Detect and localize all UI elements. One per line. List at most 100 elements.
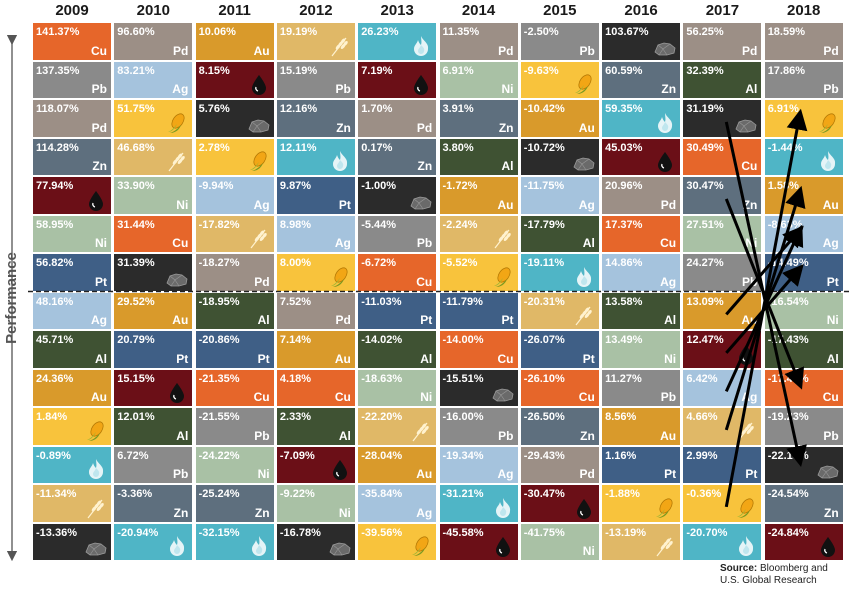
cell-symbol: Zn: [417, 159, 433, 173]
coal-icon: [85, 542, 107, 556]
commodity-cell: 45.03%: [602, 138, 681, 175]
cell-value: -18.63%: [361, 372, 403, 385]
cell-symbol: Pd: [254, 274, 270, 289]
cell-value: 12.01%: [117, 411, 155, 423]
commodity-cell: 7.14% Au: [276, 331, 355, 368]
cell-value: -16.00%: [442, 411, 484, 423]
cell-value: 15.15%: [117, 372, 155, 385]
cell-symbol: Au: [822, 197, 839, 212]
commodity-cell: 2.33% Al: [276, 408, 355, 445]
cell-value: -24.54%: [767, 488, 809, 500]
commodity-cell: -21.55% Pb: [195, 408, 274, 445]
cell-symbol: Ni: [826, 313, 839, 327]
commodity-cell: -11.79% Pt: [439, 292, 518, 329]
cell-value: 45.71%: [36, 334, 74, 346]
commodity-cell: 15.15%: [114, 369, 193, 406]
cell-value: 77.94%: [36, 180, 74, 192]
cell-symbol: Cu: [91, 43, 107, 58]
cell-symbol: Ag: [497, 467, 514, 481]
cell-value: 1.16%: [605, 449, 637, 462]
cell-value: 12.47%: [686, 334, 724, 346]
cell-symbol: Al: [420, 351, 433, 366]
commodity-cell: -45.58%: [439, 523, 518, 560]
commodity-cell: 11.35% Pd: [439, 23, 518, 60]
cell-symbol: Al: [257, 313, 270, 327]
cell-value: -13.19%: [605, 526, 647, 539]
commodity-cell: -17.43% Al: [764, 331, 843, 368]
cell-symbol: Ni: [176, 197, 189, 212]
commodity-cell: -16.78%: [276, 523, 355, 560]
cell-value: -11.75%: [523, 180, 565, 192]
cell-value: -22.20%: [361, 411, 403, 423]
cell-value: 48.16%: [36, 295, 74, 308]
commodity-cell: 56.25% Pd: [683, 23, 762, 60]
cell-value: -22.16%: [767, 449, 809, 462]
commodity-cell: 114.28% Zn: [33, 138, 111, 175]
commodity-cell: -2.50% Pb: [520, 23, 599, 60]
cell-symbol: Pb: [172, 467, 189, 481]
cell-value: -11.34%: [36, 488, 77, 500]
cell-symbol: Au: [497, 197, 514, 212]
cell-value: -1.44%: [767, 141, 803, 154]
oil-drop-icon: [170, 383, 185, 403]
flame-icon: [251, 536, 266, 556]
y-axis-label: Performance: [3, 252, 20, 344]
commodity-cell: 32.39% Al: [683, 61, 762, 98]
commodity-cell: -39.56%: [358, 523, 437, 560]
oil-drop-icon: [332, 460, 347, 480]
cell-value: 2.78%: [198, 141, 230, 154]
cell-symbol: Ni: [338, 505, 351, 520]
wheat-icon: [331, 37, 348, 56]
cell-value: 3.80%: [442, 141, 474, 154]
commodity-cell: -19.23% Pb: [764, 408, 843, 445]
year-header: 2018: [787, 2, 821, 19]
cell-value: -1.88%: [605, 488, 640, 500]
commodity-cell: 46.68%: [114, 138, 193, 175]
cell-value: 8.56%: [605, 411, 637, 423]
year-header: 2013: [380, 2, 414, 19]
cell-symbol: Ag: [334, 236, 351, 250]
cell-value: 11.27%: [605, 372, 642, 385]
commodity-cell: 9.87% Pt: [276, 177, 355, 214]
commodity-cell: -18.95% Al: [195, 292, 274, 329]
cell-value: -17.79%: [523, 218, 565, 231]
corn-icon: [249, 151, 267, 171]
cell-value: 11.35%: [442, 26, 480, 38]
commodity-cell: 12.11%: [276, 138, 355, 175]
cell-value: 137.35%: [36, 64, 80, 77]
cell-symbol: Al: [664, 313, 677, 327]
cell-value: 5.76%: [198, 103, 230, 115]
oil-drop-icon: [414, 75, 429, 95]
commodity-cell: 0.17% Zn: [358, 138, 437, 175]
commodity-cell: -9.22% Ni: [276, 485, 355, 522]
cell-value: 103.67%: [605, 26, 649, 38]
commodity-cell: -20.86% Pt: [195, 331, 274, 368]
commodity-cell: -26.50% Zn: [520, 408, 599, 445]
cell-value: -20.94%: [117, 526, 159, 539]
commodity-cell: -35.84% Ag: [358, 485, 437, 522]
cell-value: 29.52%: [117, 295, 155, 308]
cell-symbol: Pd: [660, 197, 677, 212]
wheat-icon: [412, 422, 429, 441]
cell-symbol: Zn: [498, 120, 514, 135]
corn-icon: [168, 112, 185, 133]
cell-value: -18.95%: [198, 295, 240, 308]
commodity-cell: 1.70% Pd: [358, 100, 437, 137]
cell-value: -28.04%: [361, 449, 403, 462]
commodity-cell: -19.34% Ag: [439, 446, 518, 483]
commodity-cell: -17.79% Al: [520, 215, 599, 252]
commodity-cell: 8.56% Au: [602, 408, 681, 445]
coal-icon: [492, 388, 513, 402]
cell-value: 4.18%: [279, 372, 312, 385]
cell-value: -10.72%: [523, 141, 565, 154]
cell-symbol: Cu: [822, 390, 839, 404]
cell-symbol: Pt: [745, 467, 758, 481]
cell-symbol: Au: [253, 43, 270, 58]
commodity-cell: 12.01% Al: [114, 408, 193, 445]
cell-value: 8.00%: [279, 257, 312, 269]
cell-symbol: Pb: [91, 82, 107, 96]
commodity-cell: -18.63% Ni: [358, 369, 437, 406]
commodity-cell: 29.52% Au: [114, 292, 193, 329]
cell-symbol: Au: [660, 428, 677, 443]
